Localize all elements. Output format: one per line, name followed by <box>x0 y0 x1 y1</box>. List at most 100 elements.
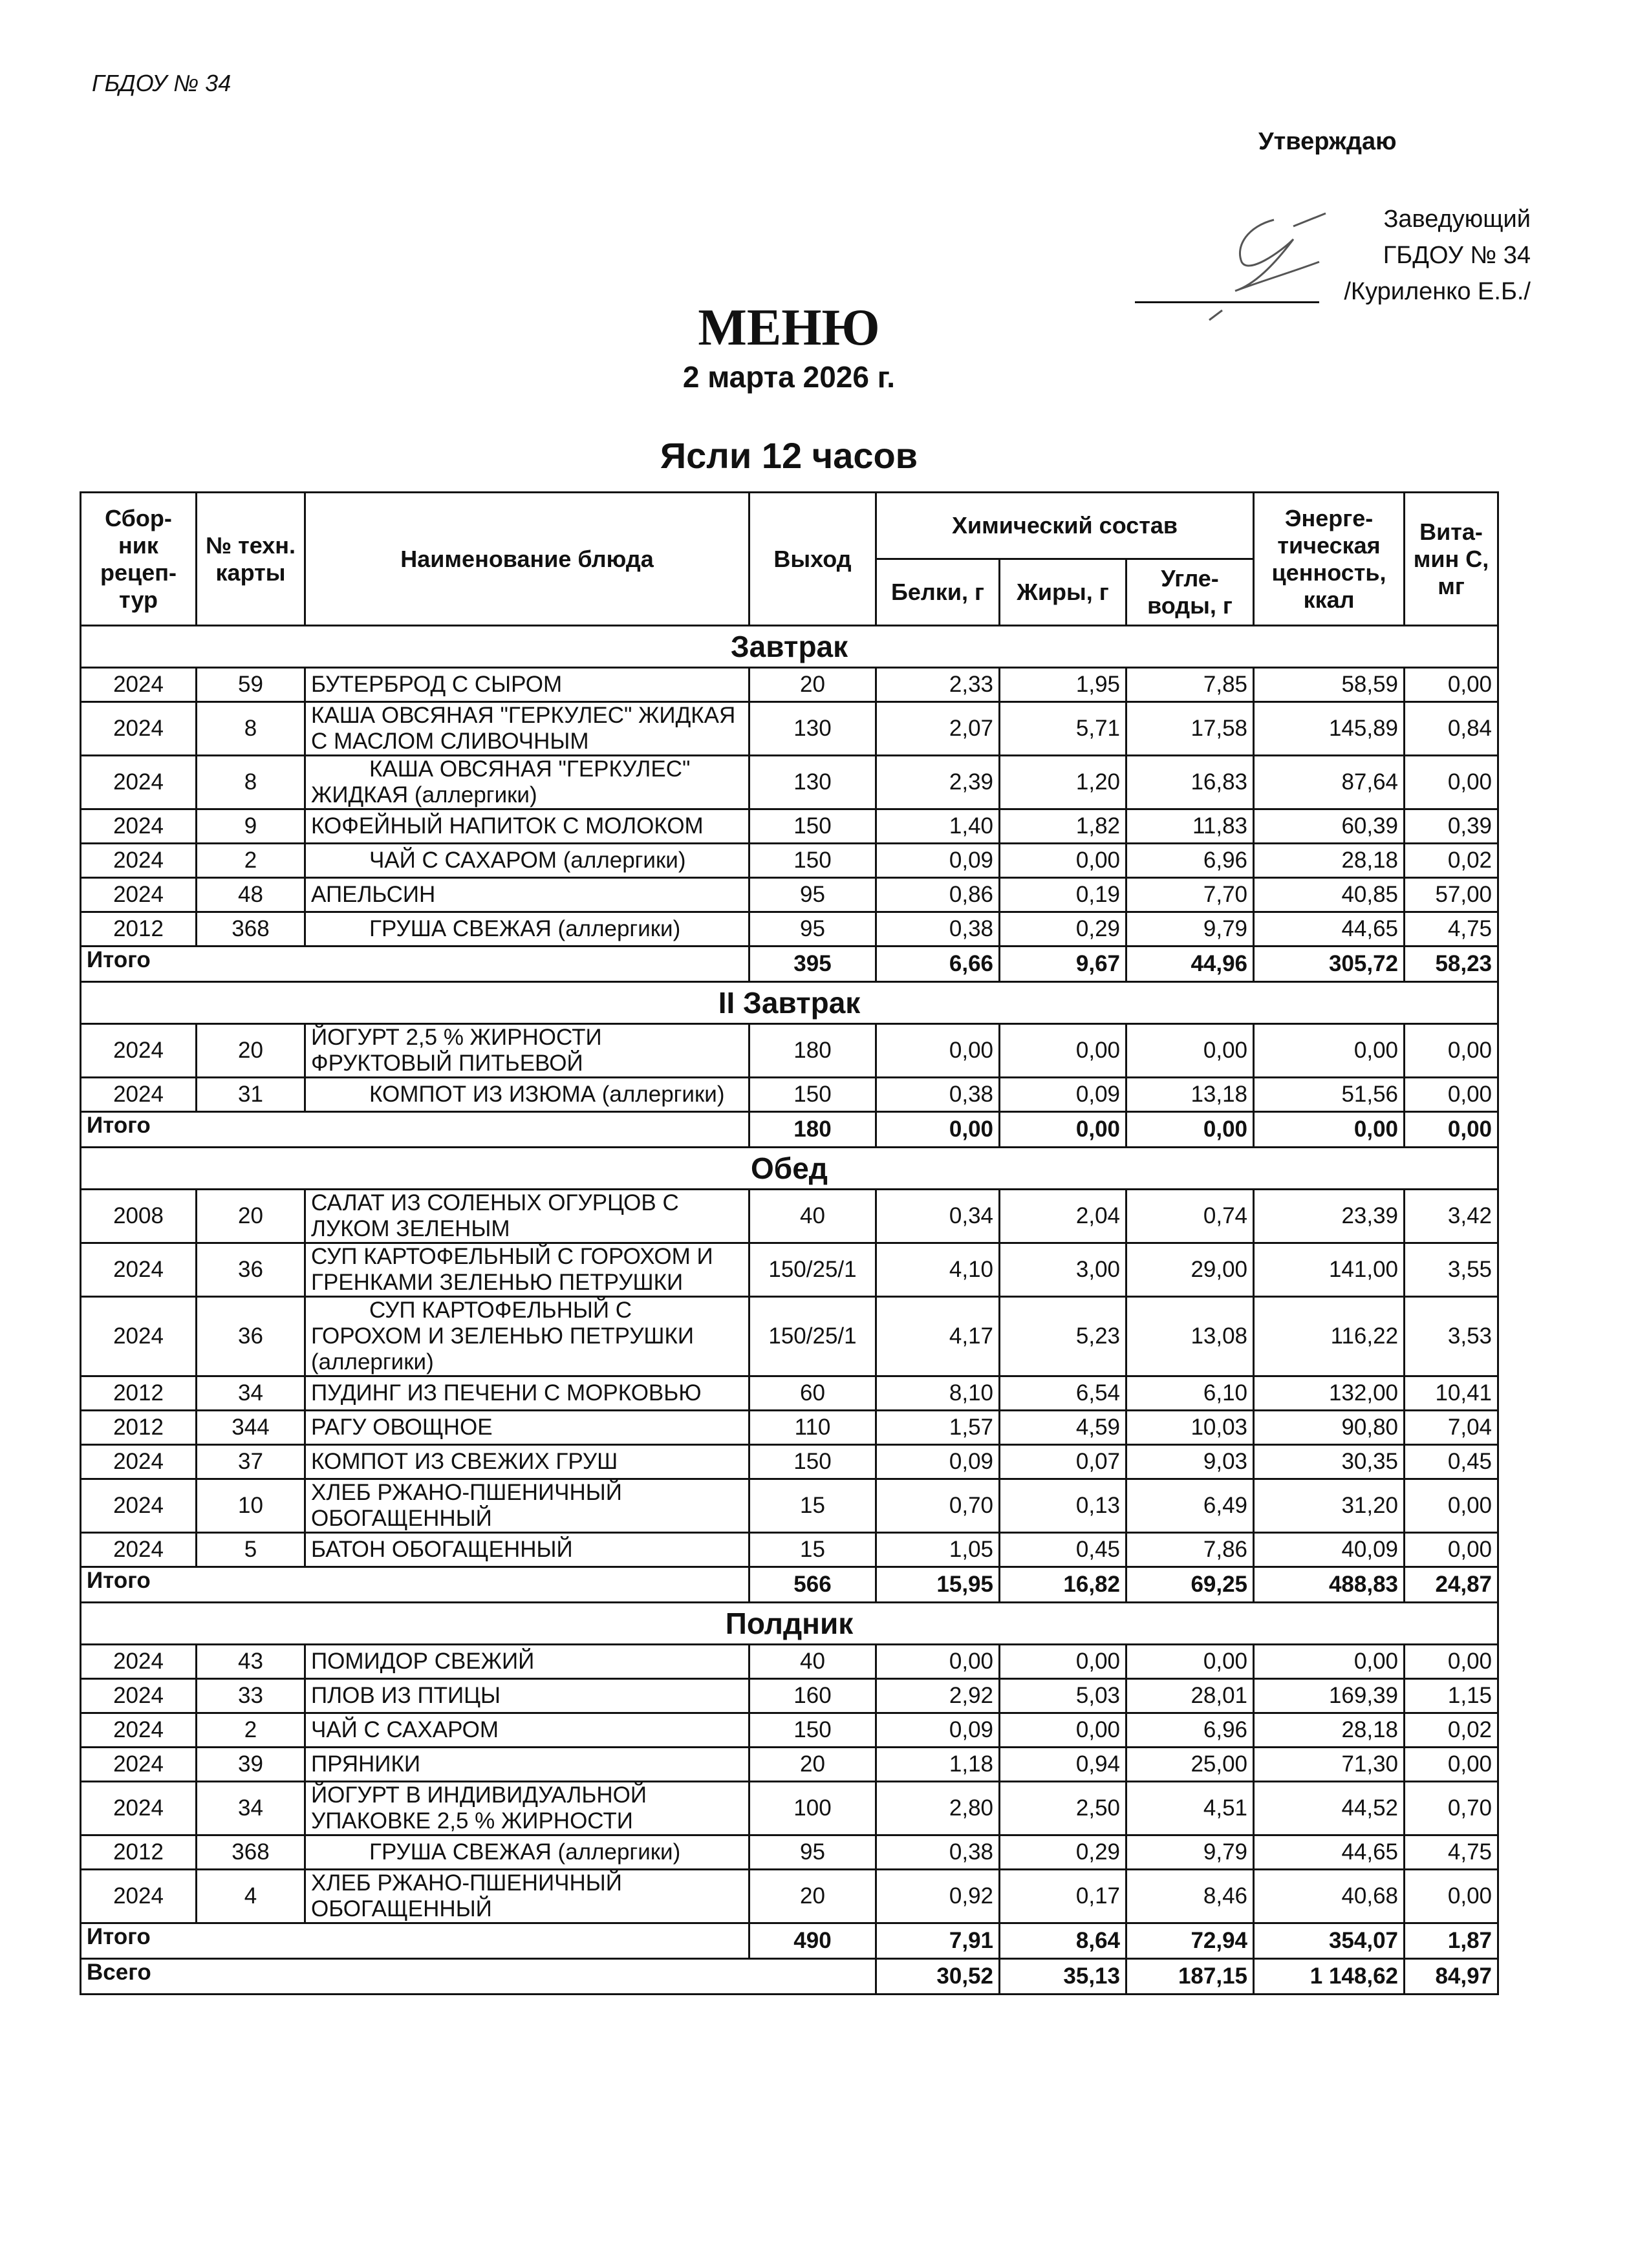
tech-card: 37 <box>195 1444 306 1480</box>
carbs: 6,49 <box>1125 1478 1255 1534</box>
collection: 2024 <box>80 1746 197 1782</box>
section-total-row: Итого 395 6,66 9,67 44,96 305,72 58,23 <box>80 945 1500 983</box>
collection: 2024 <box>80 1678 197 1714</box>
tech-card: 48 <box>195 877 306 913</box>
collection: 2024 <box>80 1532 197 1568</box>
dish-name: БАТОН ОБОГАЩЕННЫЙ <box>304 1532 750 1568</box>
table-row: 2008 20 САЛАТ ИЗ СОЛЕНЫХ ОГУРЦОВ С ЛУКОМ З… <box>80 1188 1500 1244</box>
output: 15 <box>748 1532 877 1568</box>
vitamin-c: 4,75 <box>1403 1834 1500 1870</box>
output: 150/25/1 <box>748 1296 877 1377</box>
energy: 40,68 <box>1253 1868 1406 1924</box>
total-label: Итого <box>80 1111 750 1148</box>
vitamin-c: 0,70 <box>1403 1781 1500 1836</box>
output: 150 <box>748 1076 877 1113</box>
menu-table: Сбор-ник рецеп-тур № техн. карты Наимено… <box>79 491 1500 1995</box>
protein: 0,38 <box>875 1834 1000 1870</box>
total-energy: 488,83 <box>1253 1566 1406 1603</box>
collection: 2024 <box>80 1023 197 1078</box>
protein: 0,09 <box>875 1712 1000 1748</box>
energy: 90,80 <box>1253 1409 1406 1446</box>
energy: 44,52 <box>1253 1781 1406 1836</box>
energy: 28,18 <box>1253 842 1406 879</box>
grand-total-label: Всего <box>80 1958 877 1995</box>
energy: 23,39 <box>1253 1188 1406 1244</box>
energy: 60,39 <box>1253 808 1406 844</box>
dish-name: КОФЕЙНЫЙ НАПИТОК С МОЛОКОМ <box>304 808 750 844</box>
col-fat: Жиры, г <box>998 558 1127 626</box>
carbs: 11,83 <box>1125 808 1255 844</box>
vitamin-c: 0,00 <box>1403 1643 1500 1680</box>
dish-name: ПОМИДОР СВЕЖИЙ <box>304 1643 750 1680</box>
vitamin-c: 57,00 <box>1403 877 1500 913</box>
energy: 71,30 <box>1253 1746 1406 1782</box>
total-label: Итого <box>80 945 750 983</box>
fat: 4,59 <box>998 1409 1127 1446</box>
grand-total-vitamin-c: 84,97 <box>1403 1958 1500 1995</box>
total-fat: 9,67 <box>998 945 1127 983</box>
collection: 2008 <box>80 1188 197 1244</box>
carbs: 7,85 <box>1125 667 1255 703</box>
protein: 0,92 <box>875 1868 1000 1924</box>
protein: 4,17 <box>875 1296 1000 1377</box>
total-fat: 0,00 <box>998 1111 1127 1148</box>
tech-card: 10 <box>195 1478 306 1534</box>
energy: 0,00 <box>1253 1643 1406 1680</box>
tech-card: 4 <box>195 1868 306 1924</box>
dish-name: ПУДИНГ ИЗ ПЕЧЕНИ С МОРКОВЬЮ <box>304 1375 750 1411</box>
tech-card: 368 <box>195 911 306 947</box>
carbs: 10,03 <box>1125 1409 1255 1446</box>
approver-position: Заведующий <box>1383 206 1531 233</box>
table-row: 2024 2 ЧАЙ С САХАРОМ 150 0,09 0,00 6,96 28,18 0,… <box>80 1712 1500 1748</box>
fat: 0,00 <box>998 1643 1127 1680</box>
table-row: 2024 10 ХЛЕБ РЖАНО-ПШЕНИЧНЫЙ ОБОГАЩЕННЫЙ 15… <box>80 1478 1500 1534</box>
fat: 0,17 <box>998 1868 1127 1924</box>
output: 95 <box>748 911 877 947</box>
table-row: 2024 39 ПРЯНИКИ 20 1,18 0,94 25,00 71,30 0,00 <box>80 1746 1500 1782</box>
protein: 2,07 <box>875 701 1000 756</box>
protein: 1,57 <box>875 1409 1000 1446</box>
tech-card: 8 <box>195 701 306 756</box>
output: 150/25/1 <box>748 1242 877 1298</box>
section-heading: Обед <box>79 1146 1500 1190</box>
collection: 2024 <box>80 1296 197 1377</box>
carbs: 4,51 <box>1125 1781 1255 1836</box>
menu-date: 2 марта 2026 г. <box>682 360 896 394</box>
energy: 141,00 <box>1253 1242 1406 1298</box>
collection: 2024 <box>80 1643 197 1680</box>
carbs: 6,10 <box>1125 1375 1255 1411</box>
fat: 1,20 <box>998 754 1127 810</box>
document-title: МЕНЮ <box>698 299 880 356</box>
carbs: 17,58 <box>1125 701 1255 756</box>
collection: 2024 <box>80 1478 197 1534</box>
protein: 0,70 <box>875 1478 1000 1534</box>
protein: 2,92 <box>875 1678 1000 1714</box>
fat: 1,95 <box>998 667 1127 703</box>
protein: 4,10 <box>875 1242 1000 1298</box>
tech-card: 43 <box>195 1643 306 1680</box>
table-row: 2024 31 КОМПОТ ИЗ ИЗЮМА (аллергики) 150 0,38… <box>80 1076 1500 1113</box>
protein: 1,05 <box>875 1532 1000 1568</box>
grand-total-energy: 1 148,62 <box>1253 1958 1406 1995</box>
fat: 5,03 <box>998 1678 1127 1714</box>
dish-name: АПЕЛЬСИН <box>304 877 750 913</box>
output: 15 <box>748 1478 877 1534</box>
table-row: 2024 59 БУТЕРБРОД С СЫРОМ 20 2,33 1,95 7,85 58,… <box>80 667 1500 703</box>
fat: 0,13 <box>998 1478 1127 1534</box>
section-heading: Завтрак <box>79 625 1500 669</box>
carbs: 29,00 <box>1125 1242 1255 1298</box>
fat: 5,71 <box>998 701 1127 756</box>
protein: 2,33 <box>875 667 1000 703</box>
section-total-row: Итого 180 0,00 0,00 0,00 0,00 0,00 <box>80 1111 1500 1148</box>
total-energy: 0,00 <box>1253 1111 1406 1148</box>
signature-line <box>1135 301 1319 303</box>
energy: 132,00 <box>1253 1375 1406 1411</box>
fat: 6,54 <box>998 1375 1127 1411</box>
approver-organization: ГБДОУ № 34 <box>1383 242 1531 269</box>
vitamin-c: 0,84 <box>1403 701 1500 756</box>
protein: 1,40 <box>875 808 1000 844</box>
tech-card: 33 <box>195 1678 306 1714</box>
collection: 2024 <box>80 842 197 879</box>
table-row: 2024 5 БАТОН ОБОГАЩЕННЫЙ 15 1,05 0,45 7,86 40,0… <box>80 1532 1500 1568</box>
fat: 0,07 <box>998 1444 1127 1480</box>
